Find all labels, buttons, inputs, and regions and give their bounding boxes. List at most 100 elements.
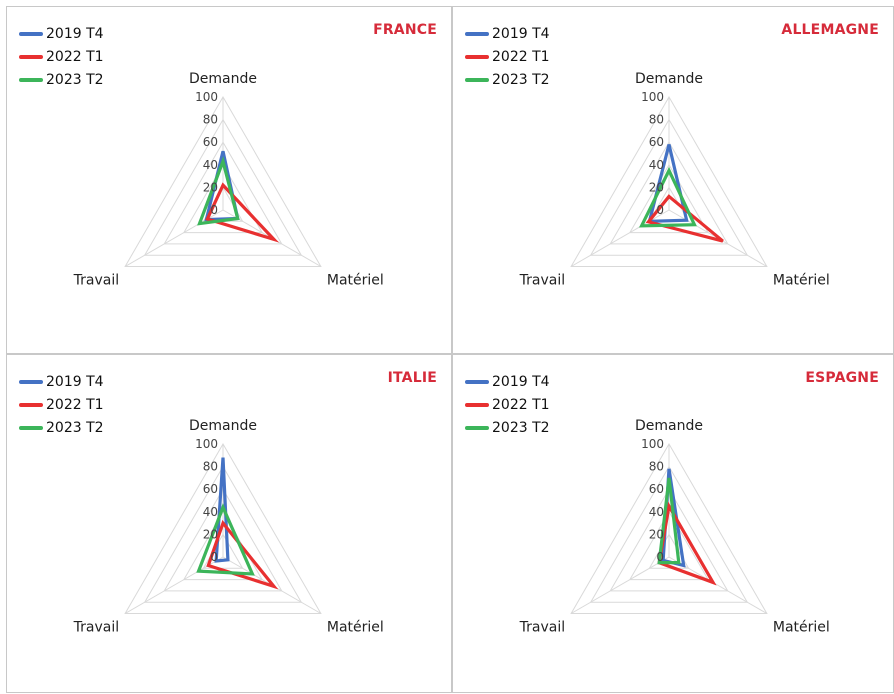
- tick-label: 40: [203, 158, 218, 172]
- series-2023-t2: [638, 166, 697, 228]
- legend-item: 2022 T1: [19, 45, 104, 68]
- legend-swatch: [465, 379, 489, 384]
- grid-ring: [589, 118, 749, 256]
- legend-swatch: [19, 402, 43, 407]
- legend-label: 2019 T4: [492, 373, 550, 390]
- chart-panel-espagne: 2019 T4 2022 T1 2023 T2 ESPAGNE 0 20 40 60 80 1…: [452, 354, 894, 693]
- series-2019-t4: [214, 457, 230, 563]
- tick-label: 0: [656, 203, 664, 217]
- tick-label: 100: [195, 90, 218, 104]
- radar-chart: 0 20 40 60 80 100 Demande Matériel Travail: [73, 71, 384, 289]
- tick-label: 40: [649, 505, 664, 519]
- legend: 2019 T4 2022 T1 2023 T2: [465, 22, 550, 91]
- legend-swatch: [465, 31, 489, 36]
- legend-swatch: [465, 77, 489, 82]
- legend-label: 2022 T1: [46, 48, 104, 65]
- chart-title: ESPAGNE: [805, 370, 879, 386]
- legend-swatch: [19, 425, 43, 430]
- legend-item: 2019 T4: [19, 22, 104, 45]
- legend-swatch: [19, 379, 43, 384]
- legend-label: 2023 T2: [492, 71, 550, 88]
- series-2022-t1: [205, 182, 280, 243]
- axis-label: Travail: [73, 273, 119, 289]
- radar-chart: 0 20 40 60 80 100 Demande Matériel Travail: [519, 71, 830, 289]
- legend-item: 2023 T2: [465, 68, 550, 91]
- tick-label: 80: [203, 113, 218, 127]
- axis-label: Matériel: [773, 273, 830, 289]
- legend: 2019 T4 2022 T1 2023 T2: [465, 370, 550, 439]
- axis-label: Demande: [189, 71, 257, 87]
- tick-label: 80: [203, 460, 218, 474]
- axis-label: Matériel: [327, 273, 384, 289]
- grid-ring: [570, 95, 768, 267]
- chart-panel-france: 2019 T4 2022 T1 2023 T2 FRANCE 0 20 40 60 80 10…: [6, 6, 452, 354]
- series-2023-t2: [197, 156, 240, 226]
- series-2023-t2: [657, 477, 681, 565]
- grid-ring: [182, 163, 264, 234]
- tick-label: 20: [649, 180, 664, 194]
- radar-chart: 0 20 40 60 80 100 Demande Matériel Travail: [73, 418, 384, 636]
- legend-label: 2019 T4: [46, 373, 104, 390]
- tick-label: 40: [203, 505, 218, 519]
- legend-swatch: [465, 54, 489, 59]
- radar-chart: 0 20 40 60 80 100 Demande Matériel Travail: [519, 418, 830, 636]
- tick-label: 100: [195, 437, 218, 451]
- tick-label: 0: [210, 203, 218, 217]
- grid-ring: [628, 163, 710, 234]
- legend-swatch: [465, 402, 489, 407]
- grid-ring: [589, 465, 749, 603]
- legend-label: 2022 T1: [46, 396, 104, 413]
- legend-swatch: [465, 425, 489, 430]
- legend-item: 2022 T1: [465, 393, 550, 416]
- tick-label: 100: [641, 90, 664, 104]
- tick-label: 20: [203, 527, 218, 541]
- grid-ring: [628, 510, 710, 581]
- axis-label: Demande: [189, 418, 257, 434]
- legend-label: 2019 T4: [492, 25, 550, 42]
- series-2023-t2: [196, 503, 255, 576]
- axis-spoke: [570, 209, 670, 267]
- legend-swatch: [19, 77, 43, 82]
- tick-label: 0: [656, 550, 664, 564]
- tick-label: 60: [649, 135, 664, 149]
- axis-label: Matériel: [327, 620, 384, 636]
- tick-label: 20: [203, 180, 218, 194]
- legend-label: 2023 T2: [46, 71, 104, 88]
- legend-swatch: [19, 54, 43, 59]
- axis-spoke: [570, 556, 670, 614]
- legend-label: 2019 T4: [46, 25, 104, 42]
- tick-label: 60: [203, 482, 218, 496]
- legend-item: 2023 T2: [19, 68, 104, 91]
- axis-label: Matériel: [773, 620, 830, 636]
- legend-item: 2023 T2: [465, 416, 550, 439]
- grid-ring: [609, 141, 729, 245]
- tick-label: 80: [649, 113, 664, 127]
- grid-ring: [570, 442, 768, 614]
- tick-label: 60: [649, 482, 664, 496]
- chart-panel-italie: 2019 T4 2022 T1 2023 T2 ITALIE 0 20 40 60 80 10…: [6, 354, 452, 693]
- axis-label: Demande: [635, 418, 703, 434]
- legend-item: 2022 T1: [465, 45, 550, 68]
- tick-label: 80: [649, 460, 664, 474]
- chart-panel-allemagne: 2019 T4 2022 T1 2023 T2 ALLEMAGNE 0 20 40 60 8…: [452, 6, 894, 354]
- axis-label: Demande: [635, 71, 703, 87]
- legend-item: 2023 T2: [19, 416, 104, 439]
- series-2022-t1: [206, 519, 279, 590]
- grid-ring: [124, 442, 322, 614]
- legend-item: 2019 T4: [465, 22, 550, 45]
- grid-ring: [609, 488, 729, 592]
- legend: 2019 T4 2022 T1 2023 T2: [19, 22, 104, 91]
- series-2022-t1: [657, 501, 717, 586]
- chart-title: ALLEMAGNE: [781, 22, 879, 38]
- legend-item: 2019 T4: [465, 370, 550, 393]
- grid-ring: [163, 488, 283, 592]
- legend-label: 2023 T2: [492, 419, 550, 436]
- legend-label: 2022 T1: [492, 396, 550, 413]
- axis-label: Travail: [73, 620, 119, 636]
- series-2019-t4: [647, 144, 689, 223]
- chart-title: ITALIE: [387, 370, 437, 386]
- grid-ring: [163, 141, 283, 245]
- grid-ring: [143, 465, 303, 603]
- legend: 2019 T4 2022 T1 2023 T2: [19, 370, 104, 439]
- tick-label: 100: [641, 437, 664, 451]
